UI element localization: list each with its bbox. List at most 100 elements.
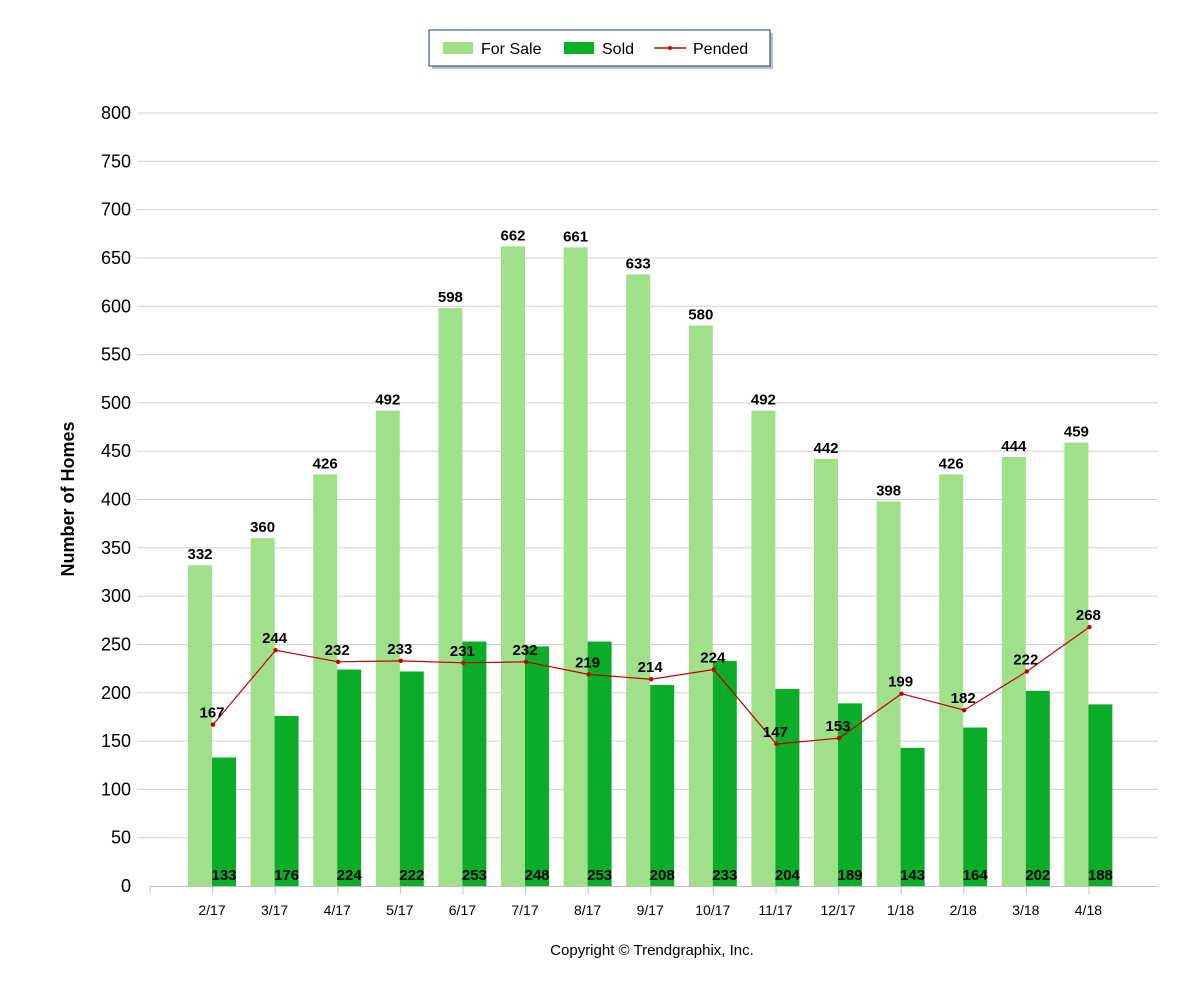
sold-data-label: 222 [399,867,424,884]
legend: For Sale Sold Pended [428,29,773,69]
sold-data-label: 202 [1025,867,1050,884]
bar-for-sale [250,538,275,886]
x-tick-label: 8/17 [574,902,601,918]
pended-data-label: 244 [262,630,288,647]
x-tick-label: 7/17 [511,902,538,918]
legend-line-marker [668,46,672,50]
pended-line-layer [210,624,1092,747]
bar-sold [712,660,737,886]
y-tick-label: 550 [101,345,131,365]
for-sale-data-label: 662 [500,227,525,244]
bar-sold [775,688,800,886]
y-tick-label: 650 [101,248,131,268]
pended-data-label: 233 [387,641,412,658]
bar-for-sale [814,458,838,886]
bar-for-sale [688,325,713,886]
bar-sold [900,747,925,886]
sold-data-label: 253 [462,867,487,884]
y-tick-label: 700 [101,200,131,220]
bar-for-sale [438,308,463,886]
bar-sold [963,727,988,886]
bar-for-sale [876,501,901,886]
pended-point [336,659,341,665]
y-tick-label: 600 [101,296,131,316]
pended-point [774,741,779,747]
for-sale-data-label: 459 [1064,423,1089,440]
pended-data-label: 231 [450,643,475,660]
y-axis-title: Number of Homes [58,421,78,576]
bar-sold [337,669,362,886]
bar-sold [1025,690,1050,886]
copyright-footer: Copyright © Trendgraphix, Inc. [550,942,754,959]
pended-data-label: 182 [951,690,976,707]
pended-point [398,658,403,664]
for-sale-data-label: 492 [375,392,400,409]
x-tick-label: 4/18 [1075,902,1102,918]
bar-for-sale [939,474,964,886]
pended-point [711,667,716,672]
pended-data-label: 222 [1013,651,1038,668]
pended-point [210,722,216,727]
bar-sold [525,646,549,886]
pended-data-label: 214 [638,659,664,676]
pended-data-label: 224 [700,650,726,667]
pended-data-label: 167 [199,705,224,722]
bar-for-sale [1064,442,1089,886]
bar-for-sale [375,410,400,886]
data-labels-layer: 332 133 360 176 426 224 492 222 598 253 662 248 661 2… [187,227,1112,884]
pended-point [1087,624,1092,630]
y-tick-label: 350 [101,538,131,558]
y-tick-label: 200 [101,683,131,703]
for-sale-data-label: 580 [688,307,713,324]
bar-sold [462,641,487,886]
x-tick-label: 2/18 [950,902,977,918]
y-tick-label: 750 [101,151,131,171]
for-sale-data-label: 398 [876,482,901,499]
pended-data-label: 219 [575,654,600,671]
for-sale-data-label: 360 [250,519,275,536]
pended-point [273,648,278,653]
for-sale-data-label: 661 [563,228,588,245]
sold-data-label: 188 [1088,867,1113,884]
bar-for-sale [626,274,651,886]
bar-sold [212,757,236,886]
pended-point [649,677,654,682]
x-axis-ticks: 2/17 3/17 4/17 5/17 6/17 7/17 8/17 9/17 10/17 11/… [198,902,1102,918]
x-tick-label: 5/17 [386,902,413,918]
y-tick-label: 100 [101,779,131,799]
bar-sold [838,703,862,886]
pended-data-label: 268 [1076,607,1101,624]
for-sale-data-label: 426 [939,455,964,472]
x-tick-label: 6/17 [449,902,476,918]
bar-for-sale [188,565,212,886]
y-axis-ticks: 0 50 100 150 200 250 300 350 400 450 500 550 600 650 7… [101,103,131,896]
y-tick-label: 450 [101,441,131,461]
pended-data-label: 232 [325,642,350,659]
for-sale-data-label: 332 [187,546,212,563]
legend-swatch [564,42,594,54]
y-tick-label: 50 [111,828,131,848]
bar-for-sale [563,247,588,887]
bar-sold [650,685,675,886]
sold-data-label: 189 [837,867,862,884]
pended-point [836,735,842,741]
bar-for-sale [313,474,338,886]
y-tick-label: 300 [101,586,131,606]
x-tick-label: 12/17 [820,902,855,918]
sold-data-label: 164 [963,867,989,884]
sold-data-label: 176 [274,867,299,884]
bar-sold [1088,704,1113,886]
sold-data-label: 233 [712,867,737,884]
y-tick-label: 0 [121,876,131,896]
legend-items: For Sale Sold Pended [443,41,748,58]
sold-data-label: 143 [900,867,925,884]
for-sale-data-label: 442 [813,440,838,457]
y-tick-label: 150 [101,731,131,751]
x-axis [149,886,1158,894]
pended-data-label: 199 [888,674,913,691]
sold-data-label: 204 [775,867,801,884]
y-tick-label: 500 [101,393,131,413]
bar-sold [587,641,612,886]
y-tick-label: 250 [101,634,131,654]
